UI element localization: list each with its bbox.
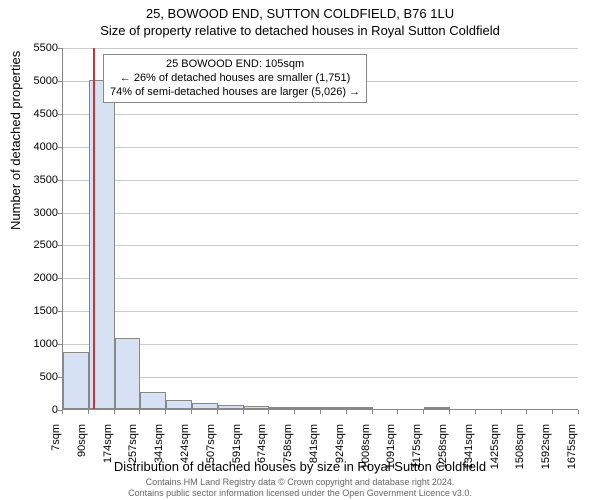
y-tick-mark	[58, 245, 62, 246]
x-tick-mark	[114, 410, 115, 414]
x-tick-mark	[268, 410, 269, 414]
reference-line	[93, 48, 95, 409]
y-tick-label: 4000	[8, 141, 58, 153]
x-tick-label: 1592sqm	[540, 424, 552, 484]
annotation-line1: 25 BOWOOD END: 105sqm	[110, 58, 360, 72]
bar	[244, 406, 270, 409]
x-tick-mark	[88, 410, 89, 414]
x-tick-mark	[372, 410, 373, 414]
x-tick-mark	[423, 410, 424, 414]
annotation-box: 25 BOWOOD END: 105sqm ← 26% of detached …	[103, 54, 367, 103]
x-tick-label: 257sqm	[127, 424, 139, 484]
x-tick-mark	[526, 410, 527, 414]
x-tick-label: 591sqm	[231, 424, 243, 484]
bar	[295, 407, 321, 409]
bar	[115, 338, 141, 409]
gridline	[63, 114, 578, 115]
y-tick-label: 3500	[8, 174, 58, 186]
x-axis-title: Distribution of detached houses by size …	[0, 459, 600, 474]
attribution-line1: Contains HM Land Registry data © Crown c…	[0, 477, 600, 487]
y-tick-label: 0	[8, 404, 58, 416]
attribution-line2: Contains public sector information licen…	[0, 488, 600, 498]
x-tick-label: 7sqm	[50, 424, 62, 484]
x-tick-label: 924sqm	[334, 424, 346, 484]
x-tick-mark	[501, 410, 502, 414]
x-tick-label: 424sqm	[179, 424, 191, 484]
x-tick-label: 90sqm	[76, 424, 88, 484]
x-tick-label: 1341sqm	[463, 424, 475, 484]
x-tick-mark	[139, 410, 140, 414]
y-tick-mark	[58, 344, 62, 345]
y-tick-mark	[58, 377, 62, 378]
x-tick-mark	[217, 410, 218, 414]
x-tick-label: 841sqm	[308, 424, 320, 484]
x-tick-label: 507sqm	[205, 424, 217, 484]
x-tick-label: 174sqm	[102, 424, 114, 484]
bar	[192, 403, 218, 409]
y-tick-label: 2000	[8, 272, 58, 284]
attribution: Contains HM Land Registry data © Crown c…	[0, 477, 600, 498]
x-tick-label: 1425sqm	[489, 424, 501, 484]
bar	[218, 405, 244, 409]
gridline	[63, 48, 578, 49]
gridline	[63, 180, 578, 181]
x-tick-label: 1175sqm	[411, 424, 423, 484]
x-tick-mark	[397, 410, 398, 414]
plot-area: 25 BOWOOD END: 105sqm ← 26% of detached …	[62, 48, 578, 410]
x-tick-mark	[449, 410, 450, 414]
y-tick-label: 4500	[8, 108, 58, 120]
x-tick-label: 1091sqm	[385, 424, 397, 484]
bar	[269, 407, 295, 409]
y-tick-label: 500	[8, 371, 58, 383]
y-tick-mark	[58, 278, 62, 279]
gridline	[63, 213, 578, 214]
x-tick-label: 1508sqm	[514, 424, 526, 484]
y-tick-label: 1500	[8, 305, 58, 317]
y-tick-label: 5500	[8, 42, 58, 54]
gridline	[63, 147, 578, 148]
y-tick-mark	[58, 114, 62, 115]
bar	[347, 407, 373, 409]
y-tick-label: 2500	[8, 239, 58, 251]
bar	[321, 407, 347, 409]
x-tick-mark	[475, 410, 476, 414]
x-tick-mark	[243, 410, 244, 414]
x-tick-mark	[165, 410, 166, 414]
x-tick-label: 758sqm	[282, 424, 294, 484]
y-tick-label: 5000	[8, 75, 58, 87]
x-tick-mark	[294, 410, 295, 414]
gridline	[63, 245, 578, 246]
x-tick-mark	[191, 410, 192, 414]
x-tick-label: 1008sqm	[360, 424, 372, 484]
x-tick-mark	[346, 410, 347, 414]
chart-title-main: 25, BOWOOD END, SUTTON COLDFIELD, B76 1L…	[0, 0, 600, 21]
bar	[424, 407, 450, 409]
gridline	[63, 278, 578, 279]
annotation-line3: 74% of semi-detached houses are larger (…	[110, 86, 360, 100]
y-tick-mark	[58, 147, 62, 148]
chart-container: 25, BOWOOD END, SUTTON COLDFIELD, B76 1L…	[0, 0, 600, 500]
x-tick-label: 1258sqm	[437, 424, 449, 484]
y-tick-mark	[58, 213, 62, 214]
bar	[140, 392, 166, 409]
bar	[63, 352, 89, 409]
annotation-line2: ← 26% of detached houses are smaller (1,…	[110, 72, 360, 86]
x-tick-label: 341sqm	[153, 424, 165, 484]
y-tick-label: 1000	[8, 338, 58, 350]
x-tick-label: 1675sqm	[566, 424, 578, 484]
y-tick-mark	[58, 81, 62, 82]
bar	[166, 400, 192, 409]
x-tick-mark	[320, 410, 321, 414]
x-tick-mark	[552, 410, 553, 414]
y-tick-label: 3000	[8, 207, 58, 219]
y-tick-mark	[58, 180, 62, 181]
chart-title-sub: Size of property relative to detached ho…	[0, 21, 600, 38]
y-tick-mark	[58, 311, 62, 312]
x-tick-label: 674sqm	[256, 424, 268, 484]
y-tick-mark	[58, 48, 62, 49]
x-tick-mark	[578, 410, 579, 414]
x-tick-mark	[62, 410, 63, 414]
gridline	[63, 311, 578, 312]
